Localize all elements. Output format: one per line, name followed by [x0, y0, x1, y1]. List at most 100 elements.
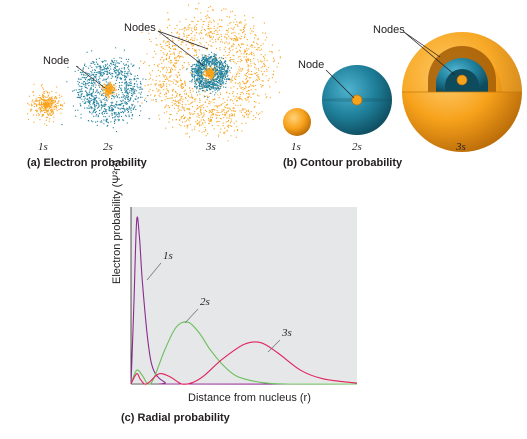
- probability-dot: [104, 97, 106, 99]
- probability-dot: [208, 112, 210, 114]
- probability-dot: [212, 113, 214, 115]
- probability-dot: [176, 95, 178, 97]
- probability-dot: [212, 59, 214, 61]
- probability-dot: [209, 40, 211, 42]
- probability-dot: [262, 73, 264, 75]
- probability-dot: [112, 76, 114, 78]
- probability-dot: [239, 85, 241, 87]
- probability-dot: [201, 75, 203, 77]
- probability-dot: [227, 120, 229, 122]
- probability-dot: [99, 109, 101, 112]
- probability-dot: [132, 65, 134, 67]
- probability-dot: [208, 34, 210, 36]
- probability-dot: [185, 38, 187, 40]
- probability-dot: [131, 88, 133, 90]
- probability-dot: [182, 40, 184, 42]
- probability-dot: [128, 70, 130, 72]
- probability-dot: [41, 103, 43, 105]
- probability-dot: [252, 17, 254, 19]
- probability-dot: [55, 96, 57, 98]
- probability-dot: [232, 110, 234, 112]
- probability-dot: [137, 101, 139, 103]
- probability-dot: [145, 101, 148, 103]
- probability-dot: [113, 109, 115, 111]
- probability-dot: [179, 102, 181, 104]
- probability-dot: [205, 78, 208, 80]
- probability-dot: [253, 92, 255, 94]
- probability-dot: [249, 28, 251, 30]
- probability-dot: [224, 74, 226, 76]
- probability-dot: [136, 90, 138, 92]
- probability-dot: [84, 83, 87, 85]
- probability-dot: [244, 35, 246, 37]
- probability-dot: [125, 87, 127, 89]
- probability-dot: [133, 78, 136, 80]
- probability-dot: [198, 114, 200, 116]
- probability-dot: [233, 95, 235, 97]
- probability-dot: [231, 113, 233, 115]
- probability-dot: [178, 123, 180, 125]
- probability-dot: [207, 96, 209, 99]
- probability-dot: [144, 85, 146, 87]
- probability-dot: [199, 98, 201, 100]
- probability-dot: [206, 59, 208, 61]
- probability-dot: [247, 68, 249, 70]
- probability-dot: [79, 96, 81, 98]
- probability-dot: [221, 110, 223, 112]
- probability-dot: [120, 89, 123, 91]
- probability-dot: [229, 92, 231, 94]
- probability-dot: [230, 78, 232, 80]
- probability-dot: [240, 38, 242, 40]
- probability-dot: [224, 65, 226, 68]
- orbital-label-b-1s: 1s: [291, 141, 301, 153]
- probability-dot: [61, 95, 63, 97]
- probability-dot: [107, 66, 109, 68]
- cloud-3s: [140, 2, 281, 142]
- probability-dot: [33, 83, 35, 85]
- orbital-label-a-1s: 1s: [38, 141, 48, 153]
- probability-dot: [108, 94, 110, 96]
- probability-dot: [211, 57, 213, 59]
- probability-dot: [113, 121, 115, 123]
- probability-dot: [188, 136, 191, 138]
- probability-dot: [140, 91, 142, 93]
- probability-dot: [197, 66, 199, 68]
- probability-dot: [81, 74, 83, 76]
- probability-dot: [224, 70, 226, 72]
- probability-dot: [162, 67, 164, 69]
- probability-dot: [200, 79, 203, 82]
- probability-dot: [123, 49, 125, 51]
- probability-dot: [38, 102, 40, 104]
- probability-dot: [264, 32, 266, 34]
- probability-dot: [187, 62, 189, 64]
- probability-dot: [176, 93, 178, 95]
- probability-dot: [220, 68, 223, 70]
- probability-dot: [197, 56, 200, 58]
- probability-dot: [191, 20, 193, 22]
- probability-dot: [43, 109, 45, 111]
- probability-dot: [168, 18, 170, 20]
- probability-dot: [229, 37, 231, 39]
- probability-dot: [217, 33, 219, 35]
- probability-dot: [222, 76, 224, 78]
- probability-dot: [102, 91, 104, 93]
- probability-dot: [175, 90, 177, 93]
- probability-dot: [86, 101, 88, 103]
- probability-dot: [167, 89, 169, 91]
- probability-dot: [81, 85, 83, 88]
- probability-dot: [97, 63, 99, 66]
- probability-dot: [232, 28, 234, 30]
- probability-dot: [166, 85, 168, 87]
- probability-dot: [104, 94, 106, 96]
- probability-dot: [211, 124, 213, 127]
- probability-dot: [222, 113, 224, 115]
- probability-dot: [162, 60, 165, 62]
- probability-dot: [249, 59, 251, 61]
- probability-dot: [213, 76, 215, 78]
- probability-dot: [52, 107, 54, 109]
- probability-dot: [180, 117, 182, 119]
- probability-dot: [208, 54, 210, 56]
- probability-dot: [223, 62, 225, 64]
- probability-dot: [114, 64, 116, 66]
- probability-dot: [188, 48, 190, 50]
